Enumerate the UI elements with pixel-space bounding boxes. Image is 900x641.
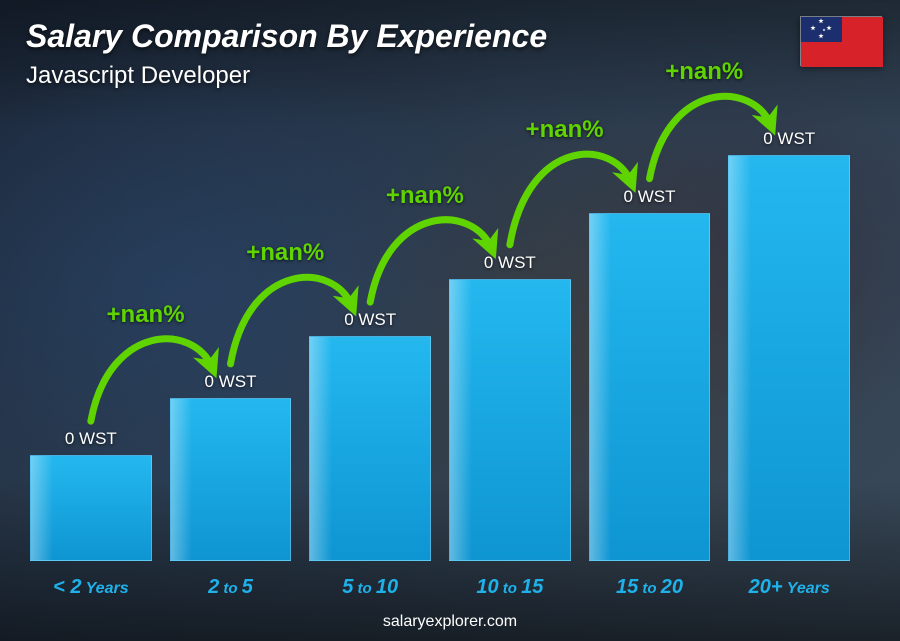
- chart-area: 0 WST 0 WST 0 WST 0 WST 0 WST 0 WST +nan% +nan…: [30, 120, 850, 561]
- chart-title: Salary Comparison By Experience: [26, 18, 547, 55]
- infographic-canvas: Salary Comparison By Experience Javascri…: [0, 0, 900, 641]
- increase-label: +nan%: [665, 58, 743, 86]
- bar-value-label: 0 WST: [65, 429, 117, 449]
- increase-label: +nan%: [246, 239, 324, 267]
- bar: [30, 455, 152, 561]
- x-axis-label: 15 to 20: [589, 576, 711, 599]
- increase-label: +nan%: [107, 301, 185, 329]
- bar-value-label: 0 WST: [624, 187, 676, 207]
- bar-slot: 0 WST: [170, 120, 292, 561]
- country-flag-samoa: [800, 16, 882, 66]
- bar: [589, 213, 711, 561]
- bar-slot: 0 WST: [449, 120, 571, 561]
- bar-value-label: 0 WST: [763, 129, 815, 149]
- bar: [449, 279, 571, 561]
- bar-value-label: 0 WST: [344, 310, 396, 330]
- x-axis-label: 10 to 15: [449, 576, 571, 599]
- increase-label: +nan%: [386, 182, 464, 210]
- x-axis-label: 5 to 10: [309, 576, 431, 599]
- x-axis-label: < 2 Years: [30, 576, 152, 599]
- chart-subtitle: Javascript Developer: [26, 62, 250, 90]
- bar-slot: 0 WST: [728, 120, 850, 561]
- bar-slot: 0 WST: [30, 120, 152, 561]
- bar-value-label: 0 WST: [205, 372, 257, 392]
- x-axis-label: 20+ Years: [728, 576, 850, 599]
- x-axis-labels: < 2 Years 2 to 5 5 to 10 10 to 15 15 to 20 20…: [30, 576, 850, 599]
- bar-value-label: 0 WST: [484, 253, 536, 273]
- bar-slot: 0 WST: [589, 120, 711, 561]
- footer-attribution: salaryexplorer.com: [0, 613, 900, 631]
- bar: [309, 336, 431, 561]
- increase-label: +nan%: [526, 116, 604, 144]
- bar: [170, 398, 292, 561]
- x-axis-label: 2 to 5: [170, 576, 292, 599]
- bar: [728, 155, 850, 561]
